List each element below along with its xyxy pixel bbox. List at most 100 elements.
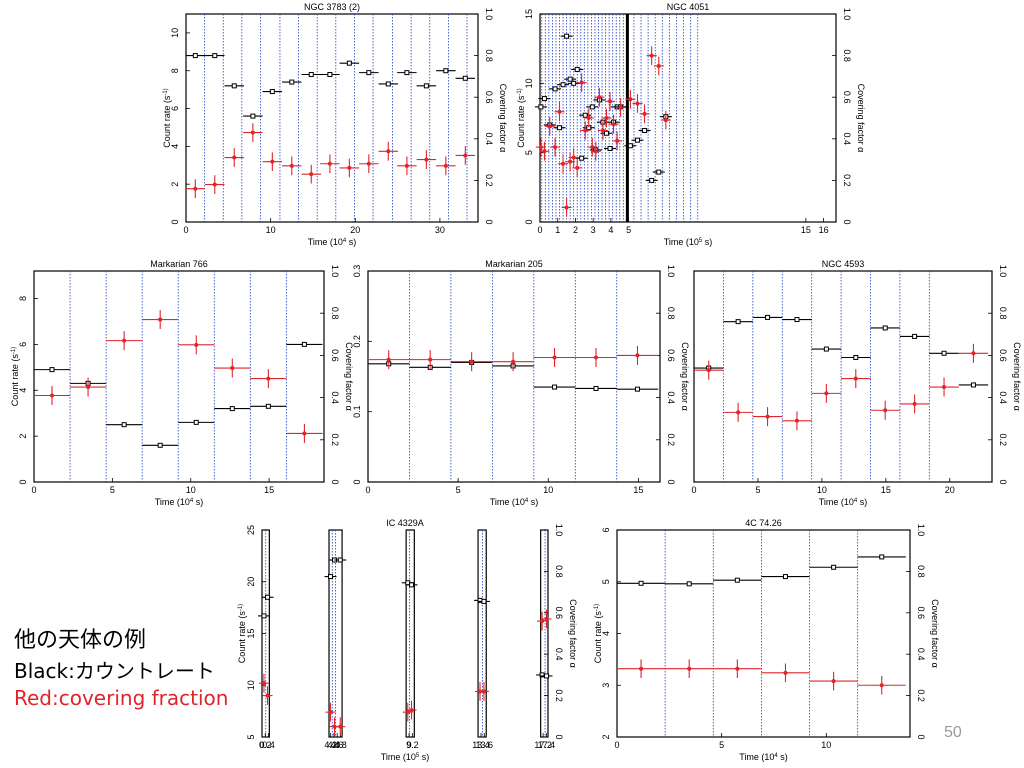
covering-point [736, 410, 741, 415]
count-rate-point [823, 346, 829, 352]
x-tick-label: 15 [881, 485, 891, 495]
x-tick-label: 9.2 [406, 740, 419, 750]
count-rate-point [879, 554, 885, 560]
y2-tick-label: 1.0 [842, 8, 852, 21]
covering-point [86, 385, 91, 390]
y2-tick-label: 0.2 [998, 434, 1008, 447]
covering-point [366, 161, 371, 166]
chart-title: NGC 4051 [667, 2, 710, 12]
chart-title: 4C 74.26 [745, 518, 782, 528]
count-rate-point [337, 557, 343, 563]
y2-tick-label: 0.6 [484, 91, 494, 104]
chart-3: Markarian 205 0 5 10 15 Time (104 s) 0 0.1 0.2 0.… [352, 259, 690, 507]
x-tick-label: 0 [614, 740, 619, 750]
x-tick-label: 0 [365, 485, 370, 495]
y2-axis-label: Covering factor α [930, 599, 940, 668]
count-rate-point [250, 113, 256, 119]
covering-point [611, 122, 616, 127]
x-tick-label: 1 [555, 225, 560, 235]
chart-4: NGC 4593 0 5 10 15 20 Time (104 s) 0 0.2 0.4 0.6 0.… [691, 259, 1022, 507]
covering-point [571, 155, 576, 160]
x-axis-label: Time (104 s) [490, 497, 539, 507]
y-tick-label: 2 [18, 434, 28, 439]
y2-tick-label: 0 [842, 219, 852, 224]
x-tick-label: 15 [264, 485, 274, 495]
covering-point [547, 124, 552, 129]
count-rate-point [552, 384, 558, 390]
chart-0: NGC 3783 (2) 0 10 20 30 Time (104 s) 0 2 4 6 8 10 Co… [162, 2, 508, 247]
covering-point [250, 130, 255, 135]
covering-point [656, 64, 661, 68]
covering-point [386, 357, 391, 362]
count-rate-point [308, 72, 314, 78]
count-rate-point [831, 564, 837, 570]
y2-tick-label: 0.2 [842, 174, 852, 187]
caption-title: 他の天体の例 [14, 628, 147, 653]
covering-point [158, 317, 163, 322]
count-rate-point [192, 53, 198, 59]
y2-tick-label: 0.8 [998, 307, 1008, 320]
y-tick-label: 20 [246, 577, 256, 587]
covering-point [50, 393, 55, 398]
y2-tick-label: 1.0 [554, 524, 564, 537]
y2-tick-label: 0.4 [998, 391, 1008, 404]
covering-point [564, 205, 569, 210]
y2-tick-label: 0.6 [554, 607, 564, 620]
x-tick-label: 3 [591, 225, 596, 235]
y2-tick-label: 0.4 [554, 648, 564, 661]
covering-point [553, 145, 558, 150]
x-tick-label: 2 [573, 225, 578, 235]
count-rate-point [853, 355, 859, 361]
y2-tick-label: 0.6 [998, 349, 1008, 362]
y-tick-label: 4 [601, 631, 611, 636]
chart-title: IC 4329A [386, 518, 424, 528]
covering-point [270, 159, 275, 164]
y2-tick-label: 0.2 [484, 174, 494, 187]
covering-point [883, 408, 888, 413]
x-tick-label: 30 [435, 225, 445, 235]
count-rate-point [556, 125, 562, 131]
y2-tick-label: 0 [666, 479, 676, 484]
x-tick-label: 5 [456, 485, 461, 495]
covering-point [265, 693, 270, 698]
covering-point [765, 414, 770, 419]
covering-point [639, 666, 644, 671]
count-rate-point [656, 169, 662, 175]
x-tick-label: 9 [407, 740, 412, 750]
covering-point [649, 53, 654, 58]
x-tick-label: 13.6 [475, 740, 493, 750]
x-tick-label: 10 [186, 485, 196, 495]
count-rate-point [265, 594, 271, 600]
y-tick-label: 5 [601, 579, 611, 584]
y2-tick-label: 0 [554, 734, 564, 739]
y-tick-label: 6 [601, 527, 611, 532]
y2-tick-label: 0.6 [666, 349, 676, 362]
covering-point [232, 155, 237, 160]
x-tick-label: 5 [719, 740, 724, 750]
covering-point [583, 128, 588, 133]
y2-tick-label: 0.8 [842, 49, 852, 62]
y2-tick-label: 0.6 [842, 91, 852, 104]
covering-point [879, 683, 884, 688]
covering-point [586, 116, 591, 120]
covering-point [443, 163, 448, 168]
x-tick-label: 15 [801, 225, 811, 235]
y-tick-label: 6 [18, 342, 28, 347]
y2-tick-label: 0.4 [916, 648, 926, 661]
covering-point [332, 724, 337, 729]
y2-axis-label: Covering factor α [498, 84, 508, 153]
x-tick-label: 0 [691, 485, 696, 495]
y2-axis-label: Covering factor α [856, 84, 866, 153]
x-tick-label: 20 [350, 225, 360, 235]
covering-point [593, 149, 598, 154]
x-tick-label: 0.4 [262, 740, 275, 750]
y-tick-label: 0 [524, 219, 534, 224]
count-rate-point [574, 66, 580, 72]
count-rate-point [289, 79, 295, 85]
y-tick-label: 8 [18, 296, 28, 301]
y-tick-label: 2 [170, 182, 180, 187]
covering-point [615, 138, 620, 143]
page-number: 50 [944, 724, 962, 741]
count-rate-point [327, 574, 333, 580]
count-rate-point [121, 422, 127, 428]
